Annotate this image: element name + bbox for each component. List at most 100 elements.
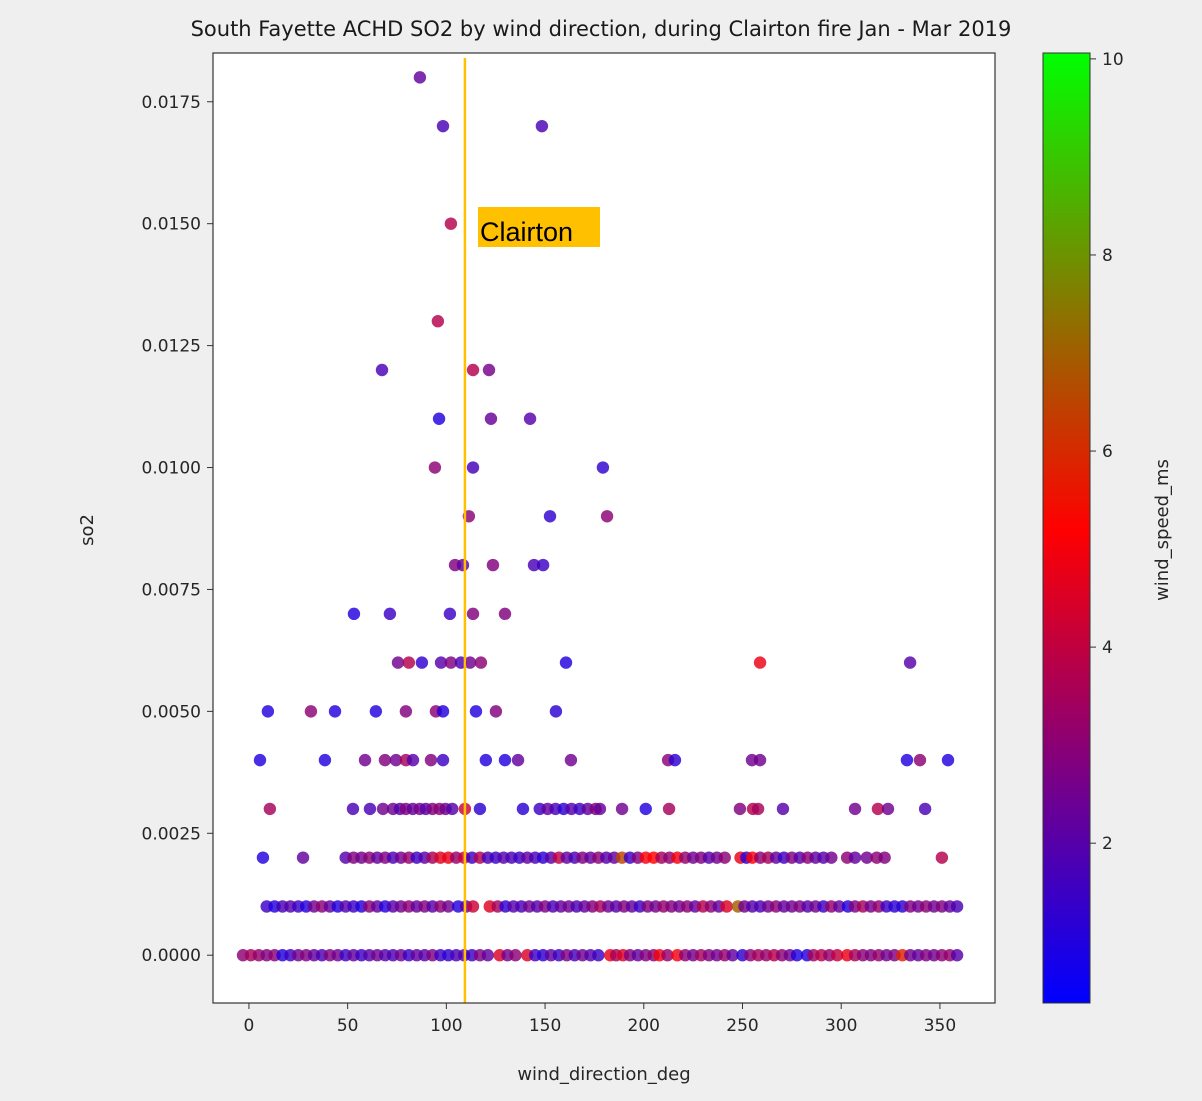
data-point bbox=[516, 802, 530, 816]
data-point bbox=[535, 119, 549, 133]
data-point bbox=[543, 510, 557, 523]
data-point bbox=[903, 656, 917, 669]
data-point bbox=[436, 753, 450, 767]
data-point bbox=[318, 753, 332, 767]
data-point bbox=[473, 802, 487, 816]
clairton-label: Clairton bbox=[480, 217, 573, 247]
data-point bbox=[509, 949, 522, 962]
data-point bbox=[484, 412, 498, 425]
data-point bbox=[296, 851, 310, 864]
data-point bbox=[469, 705, 483, 718]
y-axis-label: so2 bbox=[77, 514, 98, 546]
colorbar-tick-label: 8 bbox=[1102, 246, 1113, 266]
data-point bbox=[442, 900, 455, 913]
data-point bbox=[615, 802, 629, 816]
data-point bbox=[600, 510, 614, 523]
colorbar-tick-label: 4 bbox=[1102, 638, 1113, 658]
x-tick-label: 100 bbox=[430, 1016, 462, 1036]
data-point bbox=[443, 607, 457, 621]
data-point bbox=[415, 656, 429, 669]
data-point bbox=[935, 851, 949, 864]
data-point bbox=[479, 753, 493, 767]
data-point bbox=[639, 802, 652, 816]
data-point bbox=[444, 217, 458, 230]
data-point bbox=[860, 851, 874, 864]
y-tick-label: 0.0075 bbox=[142, 580, 201, 600]
data-point bbox=[527, 558, 541, 572]
data-point bbox=[444, 656, 458, 669]
data-point bbox=[871, 802, 885, 816]
data-point bbox=[375, 363, 389, 377]
data-point bbox=[466, 607, 480, 621]
data-point bbox=[668, 753, 682, 767]
data-point bbox=[536, 558, 550, 572]
data-point bbox=[482, 363, 496, 377]
data-point bbox=[446, 802, 459, 816]
data-point bbox=[378, 753, 392, 767]
data-point bbox=[261, 705, 275, 718]
y-tick-label: 0.0050 bbox=[142, 702, 201, 722]
x-axis-label: wind_direction_deg bbox=[517, 1064, 690, 1085]
data-point bbox=[592, 949, 605, 962]
data-point bbox=[825, 851, 838, 864]
plot-frame bbox=[212, 52, 996, 1004]
data-point bbox=[263, 802, 277, 816]
data-point bbox=[256, 851, 270, 864]
colorbar-axis: 2 4 6 8 10 bbox=[1090, 50, 1124, 854]
colorbar-tick-label: 2 bbox=[1102, 834, 1113, 854]
x-tick-label: 200 bbox=[628, 1016, 660, 1036]
data-point bbox=[358, 753, 372, 767]
y-tick-label: 0.0150 bbox=[142, 215, 201, 235]
data-point bbox=[831, 949, 844, 962]
clairton-label-box bbox=[478, 207, 600, 247]
data-point bbox=[950, 949, 964, 962]
data-point bbox=[950, 900, 964, 913]
data-point bbox=[363, 802, 377, 816]
data-point bbox=[848, 851, 862, 864]
data-point bbox=[790, 949, 804, 962]
data-point bbox=[498, 753, 512, 767]
data-point bbox=[753, 656, 767, 669]
data-point bbox=[913, 753, 927, 767]
x-axis: 0 50 100 150 200 250 300 350 bbox=[244, 1003, 956, 1036]
data-point bbox=[389, 753, 403, 767]
data-point bbox=[900, 753, 914, 767]
data-point bbox=[456, 558, 470, 572]
x-tick-label: 50 bbox=[337, 1016, 359, 1036]
data-point bbox=[424, 753, 438, 767]
data-point bbox=[878, 851, 891, 864]
x-tick-label: 150 bbox=[529, 1016, 561, 1036]
data-point bbox=[383, 607, 397, 621]
data-point bbox=[406, 753, 420, 767]
colorbar-label: wind_speed_ms bbox=[1152, 459, 1173, 601]
data-point bbox=[511, 753, 525, 767]
data-point bbox=[431, 315, 445, 328]
data-point bbox=[498, 607, 512, 621]
y-tick-label: 0.0175 bbox=[142, 93, 201, 113]
data-point bbox=[596, 461, 610, 474]
x-tick-label: 0 bbox=[244, 1016, 255, 1036]
data-point bbox=[463, 656, 477, 669]
data-point bbox=[833, 900, 846, 913]
data-points bbox=[236, 71, 964, 962]
x-tick-label: 250 bbox=[726, 1016, 758, 1036]
data-point bbox=[428, 461, 442, 474]
data-point bbox=[753, 753, 767, 767]
data-point bbox=[413, 71, 427, 84]
data-point bbox=[369, 705, 383, 718]
data-point bbox=[720, 900, 733, 913]
data-point bbox=[489, 705, 503, 718]
data-point bbox=[593, 802, 607, 816]
plot-area bbox=[213, 53, 995, 1003]
y-axis: 0.0000 0.0025 0.0050 0.0075 0.0100 0.0125 0.01… bbox=[142, 93, 213, 966]
data-point bbox=[466, 363, 480, 377]
data-point bbox=[391, 656, 405, 669]
data-point bbox=[881, 802, 895, 816]
data-point bbox=[434, 656, 448, 669]
data-point bbox=[402, 656, 416, 669]
data-point bbox=[436, 119, 450, 133]
data-point bbox=[848, 802, 862, 816]
data-point bbox=[751, 802, 765, 816]
x-tick-label: 350 bbox=[924, 1016, 956, 1036]
y-tick-label: 0.0100 bbox=[142, 459, 201, 479]
